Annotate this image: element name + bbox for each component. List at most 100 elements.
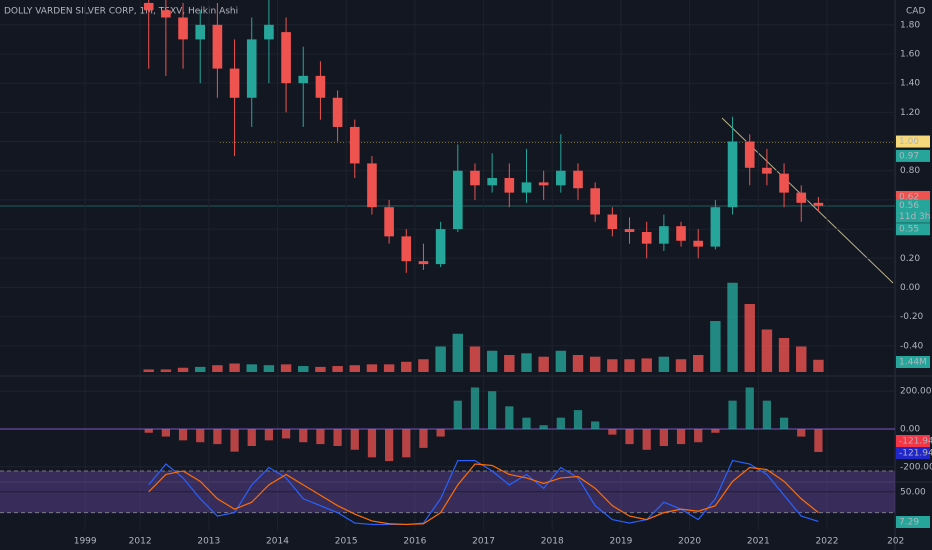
macd-bar [350, 429, 359, 450]
candle-body [590, 188, 600, 215]
candle-body [710, 207, 721, 247]
macd-bar [281, 429, 291, 439]
y-tick-label: 50.00 [900, 487, 926, 497]
candle-body [349, 126, 360, 164]
volume-bar [521, 353, 532, 372]
macd-bar [676, 429, 686, 445]
macd-bar [659, 429, 668, 446]
volume-bar [383, 364, 395, 372]
macd-bar [797, 429, 806, 437]
stoch-line [148, 463, 819, 526]
volume-bar [263, 365, 275, 372]
volume-bar [298, 366, 309, 372]
volume-bar [418, 359, 429, 372]
y-tick-label: 1.20 [900, 108, 920, 118]
candle-body [779, 173, 789, 193]
macd-bar [230, 429, 239, 452]
x-tick-label: 2018 [541, 537, 564, 547]
volume-bar [538, 356, 549, 372]
macd-bar [161, 429, 171, 437]
volume-tag [896, 356, 930, 368]
volume-bar [177, 367, 189, 372]
candle-body [573, 170, 583, 189]
macd-bar [144, 429, 153, 433]
y-tick-label: 0.20 [900, 254, 920, 264]
macd-bar [642, 429, 651, 450]
candle-body [264, 24, 274, 40]
volume-tag-label: 1.44M [899, 358, 927, 368]
volume-bar [435, 346, 446, 372]
y-tick-label: 0.80 [900, 166, 920, 176]
currency: CAD [906, 7, 925, 17]
candle-body [452, 170, 463, 230]
macd-bar [728, 400, 737, 429]
candle-body [693, 240, 704, 247]
volume-bar [572, 355, 584, 372]
candle-body [607, 214, 618, 230]
candle-body [641, 232, 652, 244]
volume-bar [469, 346, 481, 372]
candle-body [246, 39, 257, 98]
macd-bar [470, 387, 480, 429]
macd-bar [608, 429, 617, 435]
countdown-box [896, 210, 930, 223]
x-tick-label: 2020 [678, 537, 701, 547]
volume-bar [229, 363, 240, 372]
macd-bar [247, 429, 256, 446]
candle-body [487, 178, 497, 186]
y-tick-label: -200.00 [900, 462, 932, 472]
candle-body [521, 182, 532, 193]
macd-bar [711, 429, 720, 433]
candle-body [212, 24, 223, 69]
volume-bar [675, 359, 687, 372]
volume-bar [401, 361, 412, 372]
x-tick-label: 2019 [609, 537, 632, 547]
candle-body [195, 24, 206, 40]
chart-title: DOLLY VARDEN SILVER CORP, 1M, TSXV, Heik… [4, 7, 238, 17]
macd-bar [591, 421, 600, 429]
macd-bar [453, 400, 462, 429]
candle-body [813, 202, 824, 206]
volume-bar [280, 364, 292, 372]
macd-bar [779, 417, 789, 429]
x-tick-label: 202 [887, 537, 904, 547]
price-tag-label: 0.62 [899, 192, 919, 202]
candle-body [796, 192, 807, 203]
price-tag [896, 435, 930, 447]
macd-bar [573, 410, 583, 429]
candle-body [178, 17, 188, 40]
volume-bar [212, 365, 223, 372]
volume-bar [555, 350, 567, 372]
x-tick-label: 2015 [335, 537, 358, 547]
candle-body [143, 2, 154, 11]
volume-bar [641, 358, 652, 372]
volume-bar [778, 338, 790, 372]
stoch-line [148, 459, 819, 526]
macd-bar [488, 391, 497, 429]
price-tag-label: 0.97 [899, 151, 919, 161]
price-tag [896, 149, 930, 162]
volume-bar [692, 355, 704, 372]
x-tick-label: 2022 [816, 537, 839, 547]
price-tag-label: 0.56 [899, 201, 919, 211]
macd-bar [384, 429, 394, 462]
volume-bar [710, 321, 721, 372]
volume-bar [761, 329, 773, 372]
volume-bar [607, 359, 618, 372]
volume-bar [727, 282, 738, 372]
volume-bar [366, 364, 378, 372]
x-tick-label: 1999 [74, 537, 97, 547]
macd-bar [299, 429, 308, 443]
y-tick-label: -0.40 [900, 341, 924, 351]
x-tick-label: 2012 [129, 537, 152, 547]
y-tick-label: -0.20 [900, 312, 924, 322]
candle-body [676, 226, 686, 241]
x-tick-label: 2013 [197, 537, 220, 547]
macd-bar [316, 429, 325, 445]
macd-bar [505, 406, 514, 429]
price-tag [896, 135, 930, 148]
candle-body [727, 141, 738, 208]
y-tick-label: 1.60 [900, 49, 920, 59]
